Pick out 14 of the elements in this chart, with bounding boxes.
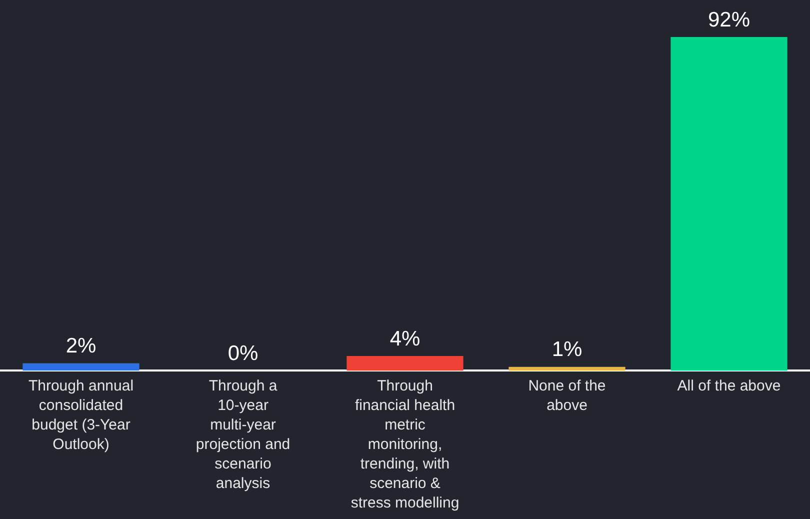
- data-label: 1%: [552, 338, 582, 362]
- x-tick-label: Through a 10-year multi-year projection and scenario analysis: [196, 377, 290, 492]
- data-label: 92%: [708, 8, 750, 32]
- data-label: 0%: [228, 342, 258, 365]
- x-tick-label: None of the above: [528, 377, 606, 414]
- x-tick-label: All of the above: [677, 377, 781, 394]
- bar: [508, 366, 626, 370]
- x-tick-label: Through annual consolidated budget (3-Year Outlook): [28, 377, 134, 453]
- bar: [22, 363, 140, 370]
- x-tick-label: Through financial health metric monitoring, trending, with scenario & stress modelling: [350, 377, 460, 512]
- data-label: 4%: [390, 327, 420, 350]
- data-label: 2%: [66, 334, 96, 358]
- bar: [346, 356, 464, 370]
- bar: [670, 37, 788, 370]
